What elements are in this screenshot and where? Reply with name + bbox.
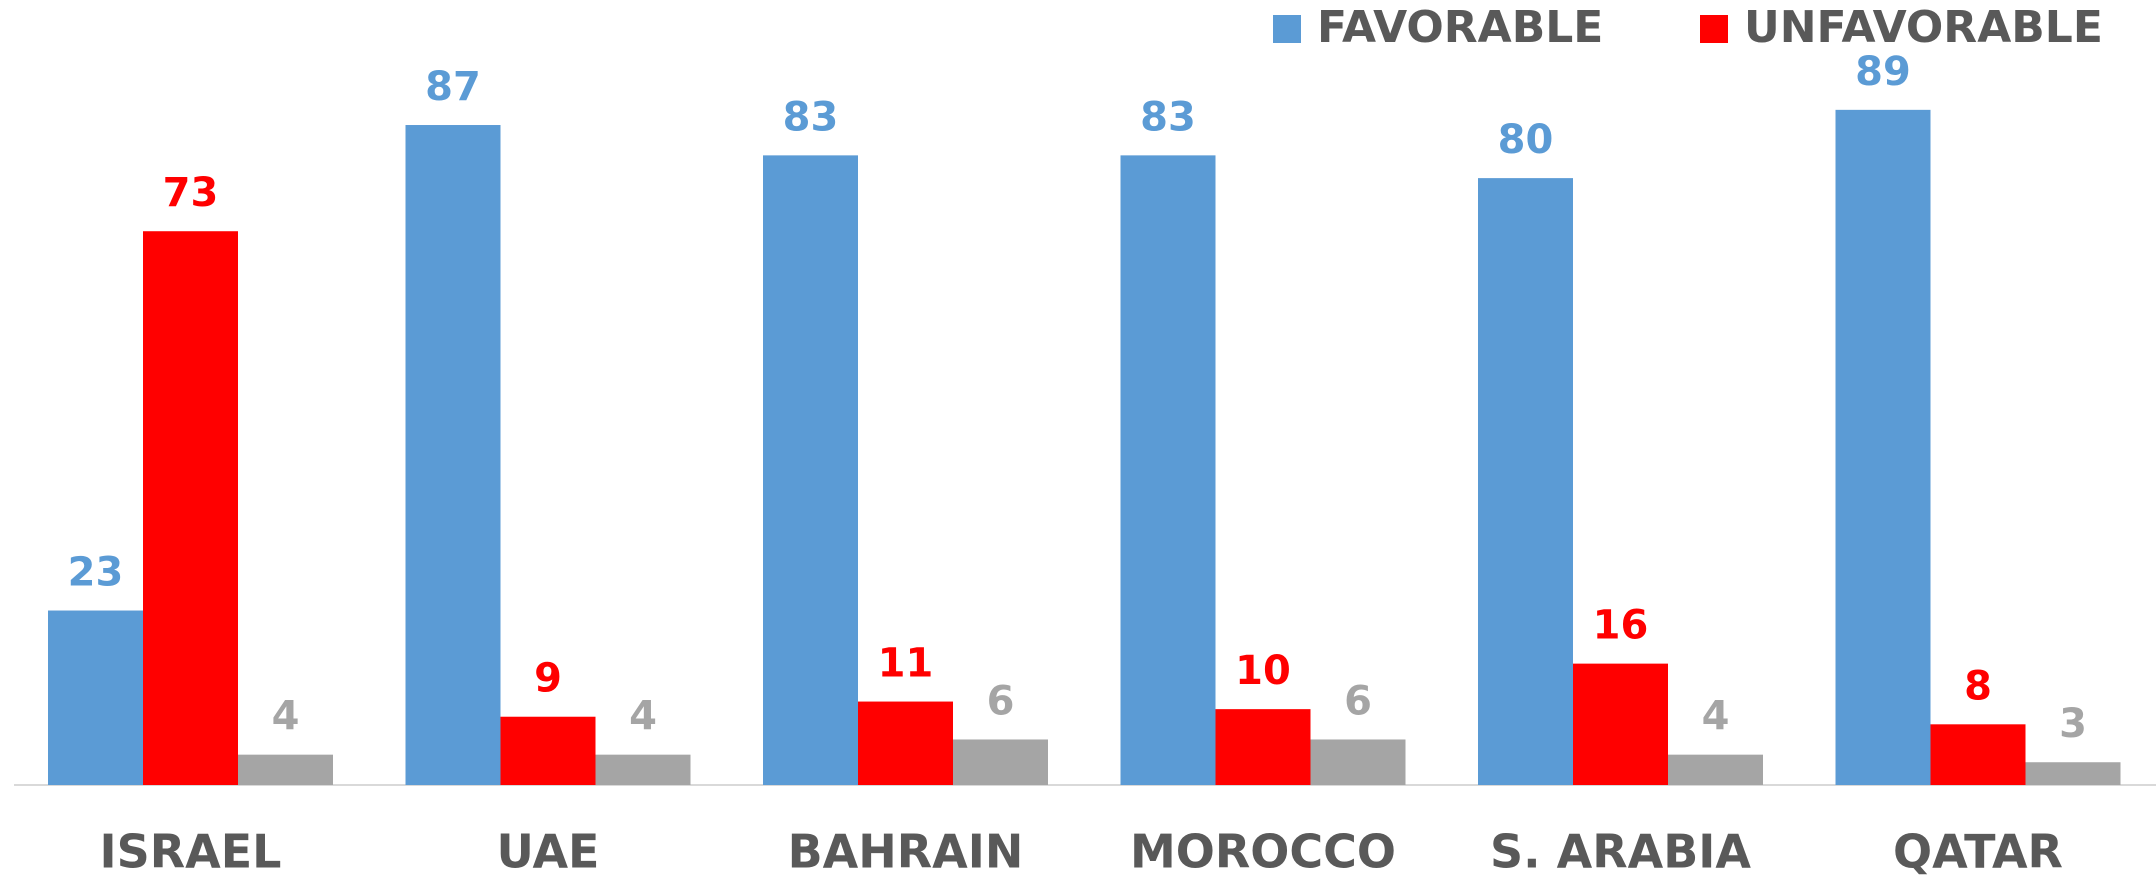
- bar: [405, 125, 501, 785]
- bar: [858, 701, 953, 785]
- value-label: 73: [163, 170, 219, 216]
- bar: [1478, 178, 1573, 785]
- x-tick-label: S. ARABIA: [1490, 825, 1751, 879]
- legend-label: FAVORABLE: [1317, 2, 1603, 53]
- x-tick-label: MOROCCO: [1130, 825, 1396, 879]
- value-label: 4: [629, 694, 657, 740]
- bar: [143, 231, 238, 786]
- value-label: 4: [272, 694, 300, 740]
- x-tick-label: UAE: [497, 825, 600, 879]
- bar: [1310, 739, 1406, 785]
- value-label: 6: [987, 678, 1015, 724]
- value-label: 4: [1702, 694, 1730, 740]
- value-label: 89: [1855, 49, 1911, 95]
- legend-swatch: [1700, 15, 1728, 43]
- value-label: 11: [878, 641, 934, 687]
- bar: [238, 754, 333, 785]
- value-label: 83: [1140, 94, 1196, 140]
- value-label: 83: [783, 94, 839, 140]
- x-tick-label: BAHRAIN: [788, 825, 1024, 879]
- bar: [1668, 754, 1763, 785]
- bar: [500, 716, 596, 785]
- x-tick-label: ISRAEL: [99, 825, 281, 879]
- bar: [595, 754, 691, 785]
- bar: [953, 739, 1048, 785]
- bar: [2025, 762, 2121, 785]
- bar: [1930, 724, 2026, 785]
- legend-label: UNFAVORABLE: [1744, 2, 2103, 53]
- value-label: 87: [425, 64, 481, 110]
- bar: [1835, 109, 1931, 785]
- value-label: 6: [1344, 678, 1372, 724]
- bar: [48, 610, 143, 785]
- value-label: 23: [68, 550, 124, 596]
- bar: [763, 155, 858, 785]
- value-label: 3: [2059, 701, 2087, 747]
- value-label: 8: [1964, 663, 1992, 709]
- x-tick-label: QATAR: [1893, 825, 2063, 879]
- bar: [1573, 663, 1668, 785]
- value-label: 80: [1498, 117, 1554, 163]
- legend-swatch: [1273, 15, 1301, 43]
- value-label: 10: [1235, 648, 1291, 694]
- bar: [1120, 155, 1216, 785]
- value-label: 16: [1593, 603, 1649, 649]
- bar: [1215, 709, 1311, 785]
- value-label: 9: [534, 656, 562, 702]
